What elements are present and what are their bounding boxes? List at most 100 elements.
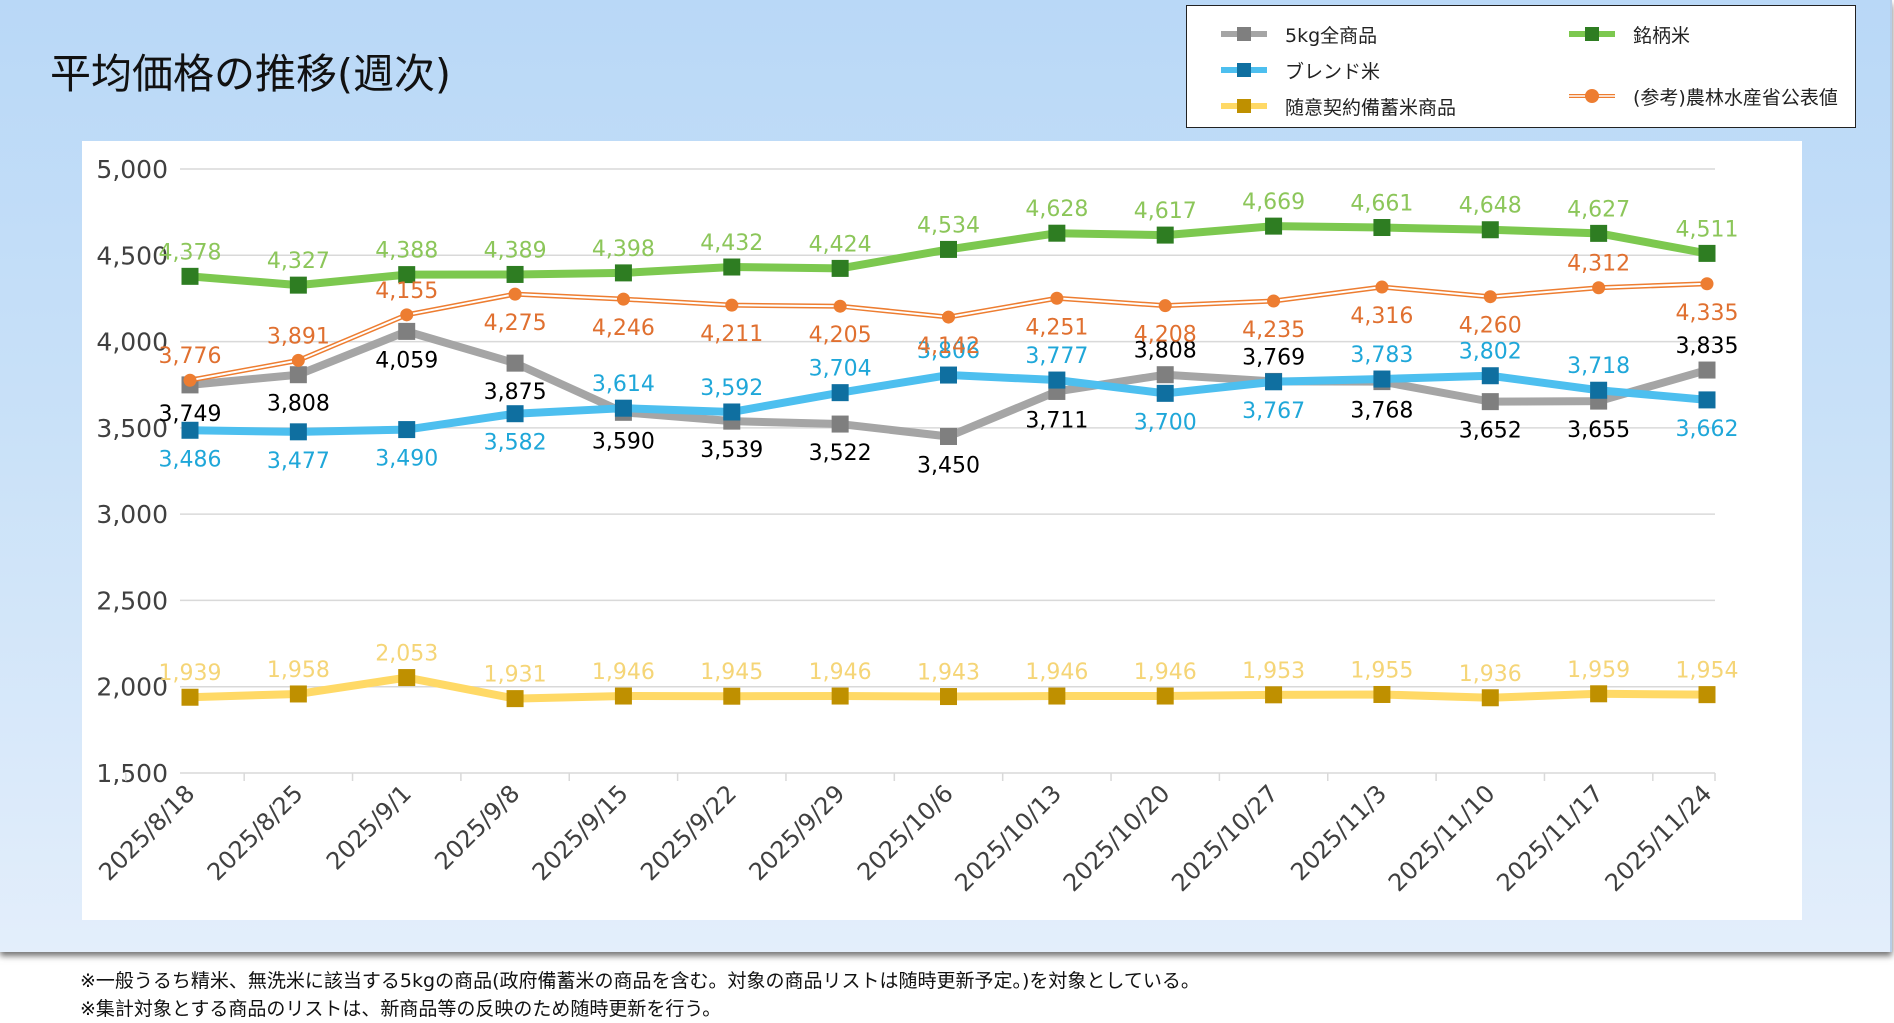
data-point-all5kg [940,427,957,445]
data-point-brand [1048,224,1066,242]
x-axis-ticks: 2025/8/18 2025/8/25 2025/9/1 2025/9/8 2025/9… [93,773,1717,897]
data-point-maff [833,299,847,313]
data-point-reserve [289,685,307,703]
data-label-reserve: 1,955 [1350,658,1413,683]
data-label-brand: 4,424 [809,232,872,257]
legend-label: 銘柄米 [1633,24,1691,47]
data-label-reserve: 1,931 [484,663,547,688]
data-label-maff: 4,251 [1025,315,1088,340]
data-label-reserve: 1,946 [1134,660,1197,685]
data-point-reserve [506,690,524,708]
data-point-maff [400,308,414,322]
data-label-maff: 4,316 [1350,304,1413,329]
data-label-all5kg: 3,769 [1242,345,1305,370]
data-point-brand [1265,217,1283,235]
data-point-blend [940,366,957,384]
data-label-maff: 4,275 [484,311,547,336]
data-label-reserve: 1,954 [1676,659,1739,684]
data-point-blend [506,405,524,423]
data-point-brand [1156,226,1174,244]
data-label-maff: 4,211 [700,322,763,347]
data-point-brand [506,265,524,283]
data-point-brand [289,276,307,294]
data-label-maff: 4,142 [917,334,980,359]
data-label-maff: 3,776 [159,344,222,369]
data-label-brand: 4,661 [1350,192,1413,217]
data-label-all5kg: 4,059 [375,348,438,373]
data-label-reserve: 1,946 [592,660,655,685]
data-label-reserve: 1,958 [267,658,330,683]
data-point-brand [940,240,957,258]
series-maff [183,277,1714,387]
data-point-reserve [940,688,957,706]
data-label-reserve: 1,946 [809,660,872,685]
legend-label: (参考)農林水産省公表値 [1633,86,1838,109]
data-point-brand [1590,224,1608,242]
data-labels: 3,749 3,808 4,059 3,875 3,590 3,539 3,522 3,450… [159,190,1739,688]
x-tick-label: 2025/9/22 [635,779,742,886]
y-axis-ticks: 1,500 2,000 2,500 3,000 3,500 4,000 4,500 5,000 [96,155,168,788]
data-point-blend [1265,373,1283,391]
data-label-blend: 3,614 [592,372,655,397]
data-label-blend: 3,700 [1134,410,1197,435]
data-point-maff [1158,299,1172,313]
data-label-blend: 3,582 [484,431,547,456]
data-point-maff [1375,280,1389,294]
x-tick-label: 2025/8/25 [202,779,309,886]
data-point-blend [1481,367,1499,385]
data-point-maff [725,298,739,312]
x-tick-label: 2025/10/20 [1058,779,1176,897]
data-point-maff [508,287,522,301]
data-point-blend [1698,391,1716,409]
x-tick-label: 2025/11/3 [1285,779,1392,886]
data-label-all5kg: 3,768 [1350,399,1413,424]
data-label-blend: 3,767 [1242,399,1305,424]
data-point-reserve [398,669,416,687]
data-label-maff: 4,235 [1242,318,1305,343]
y-tick-label: 2,500 [96,586,168,615]
line-chart: 1,500 2,000 2,500 3,000 3,500 4,000 4,500 5,000… [93,155,1739,897]
data-point-maff [1483,290,1497,304]
data-label-brand: 4,388 [375,239,438,264]
data-label-blend: 3,783 [1350,343,1413,368]
data-label-reserve: 1,936 [1459,662,1522,687]
data-point-blend [181,421,199,439]
data-label-reserve: 1,959 [1567,658,1630,683]
legend-marker-square-green-icon [1569,27,1615,41]
data-point-brand [831,259,849,277]
chart-legend: 5kg全商品 銘柄米 ブレンド米 随意契約備蓄米商品 [1186,5,1856,128]
x-tick-label: 2025/11/10 [1383,779,1501,897]
data-label-brand: 4,627 [1567,197,1630,222]
x-tick-label: 2025/8/18 [93,779,200,886]
legend-marker-square-gray-icon [1221,27,1267,41]
y-tick-label: 4,500 [96,241,168,270]
legend-label: 随意契約備蓄米商品 [1285,96,1457,119]
y-tick-label: 3,500 [96,414,168,443]
data-point-all5kg [831,415,849,433]
legend-item-all5kg: 5kg全商品 [1219,20,1377,48]
legend-marker-square-yellow-icon [1221,99,1267,113]
x-tick-label: 2025/9/29 [744,779,851,886]
data-label-reserve: 1,939 [159,661,222,686]
data-point-maff [1592,281,1606,295]
data-point-all5kg [1156,366,1174,384]
data-point-maff [1050,291,1064,305]
data-point-reserve [1373,685,1391,703]
data-label-all5kg: 3,808 [267,392,330,417]
data-label-brand: 4,432 [700,231,763,256]
data-label-brand: 4,398 [592,237,655,262]
data-point-brand [614,264,632,282]
footer-note-1: ※一般うるち精米、無洗米に該当する5kgの商品(政府備蓄米の商品を含む。対象の商… [80,970,1200,992]
data-label-all5kg: 3,875 [484,380,547,405]
y-tick-label: 5,000 [96,155,168,184]
data-label-maff: 4,312 [1567,252,1630,277]
data-point-blend [1373,370,1391,388]
data-label-brand: 4,669 [1242,190,1305,215]
data-label-brand: 4,511 [1676,217,1739,242]
data-label-brand: 4,389 [484,238,547,263]
data-label-blend: 3,662 [1676,417,1739,442]
legend-item-brand: 銘柄米 [1567,20,1690,48]
data-point-all5kg [506,354,524,372]
legend-marker-circle-orange-icon [1569,89,1615,103]
data-point-brand [1481,221,1499,239]
